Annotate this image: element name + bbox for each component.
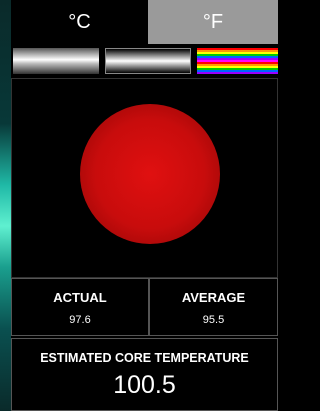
core-box: ESTIMATED CORE TEMPERATURE 100.5 (11, 338, 278, 411)
palette-bw[interactable] (105, 48, 191, 74)
core-value: 100.5 (12, 371, 277, 400)
target-circle (80, 104, 220, 244)
actual-label: ACTUAL (12, 290, 148, 305)
actual-box: ACTUAL 97.6 (11, 278, 149, 336)
palette-gray[interactable] (13, 48, 99, 74)
palette-bar (11, 44, 278, 78)
average-value: 95.5 (150, 314, 277, 326)
average-label: AVERAGE (150, 290, 277, 305)
core-label: ESTIMATED CORE TEMPERATURE (12, 351, 277, 365)
celsius-tab[interactable]: °C (11, 0, 148, 44)
average-box: AVERAGE 95.5 (149, 278, 278, 336)
palette-rainbow[interactable] (197, 48, 278, 74)
thermal-image (0, 0, 11, 411)
actual-value: 97.6 (12, 314, 148, 326)
screen: °C °F ACTUAL 97.6 AVERAGE 95.5 ESTIMATED… (0, 0, 278, 411)
fahrenheit-tab[interactable]: °F (148, 0, 278, 44)
